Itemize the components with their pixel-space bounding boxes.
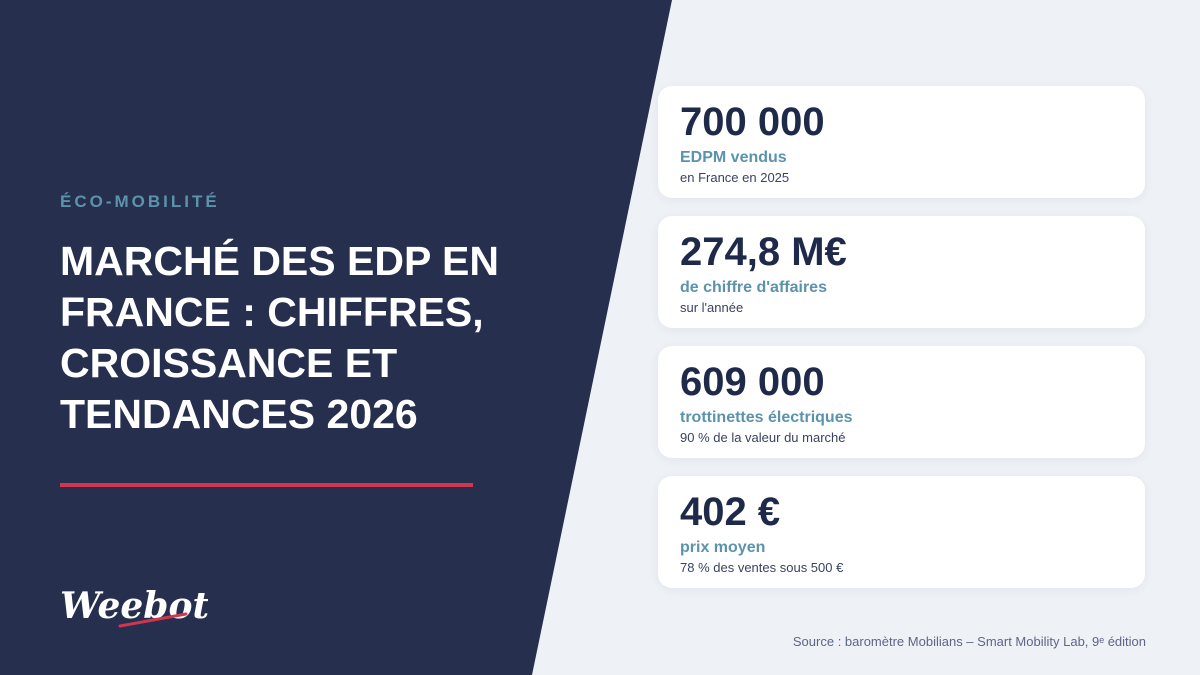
weebot-logo-graphic: Weebot bbox=[60, 585, 209, 628]
stat-label: EDPM vendus bbox=[680, 149, 787, 166]
stat-subtext: en France en 2025 bbox=[680, 170, 790, 185]
stat-subtext: sur l'année bbox=[680, 300, 744, 315]
stat-subtext: 78 % des ventes sous 500 € bbox=[680, 560, 844, 575]
stat-label: de chiffre d'affaires bbox=[680, 279, 827, 296]
source-note: Source : baromètre Mobilians – Smart Mob… bbox=[792, 634, 1146, 649]
stat-value: 609 000 bbox=[680, 360, 825, 404]
logo-text: Weebot bbox=[60, 585, 208, 627]
stat-card-sales: 700 000 EDPM vendus en France en 2025 bbox=[658, 86, 1145, 198]
stat-label: trottinettes électriques bbox=[680, 409, 853, 426]
category-label: ÉCO-MOBILITÉ bbox=[60, 192, 220, 211]
stat-card-average-price: 402 € prix moyen 78 % des ventes sous 50… bbox=[658, 476, 1145, 588]
stat-card-revenue: 274,8 M€ de chiffre d'affaires sur l'ann… bbox=[658, 216, 1145, 328]
stat-card-scooters: 609 000 trottinettes électriques 90 % de… bbox=[658, 346, 1145, 458]
stat-label: prix moyen bbox=[680, 539, 766, 556]
stat-subtext: 90 % de la valeur du marché bbox=[680, 430, 846, 445]
stat-value: 402 € bbox=[680, 490, 781, 534]
stat-value: 700 000 bbox=[680, 100, 825, 144]
title-underline bbox=[60, 483, 473, 487]
page-title: MARCHÉ DES EDP EN FRANCE : CHIFFRES, CRO… bbox=[60, 238, 499, 437]
weebot-logo: Weebot bbox=[58, 580, 209, 637]
stat-value: 274,8 M€ bbox=[680, 230, 847, 274]
